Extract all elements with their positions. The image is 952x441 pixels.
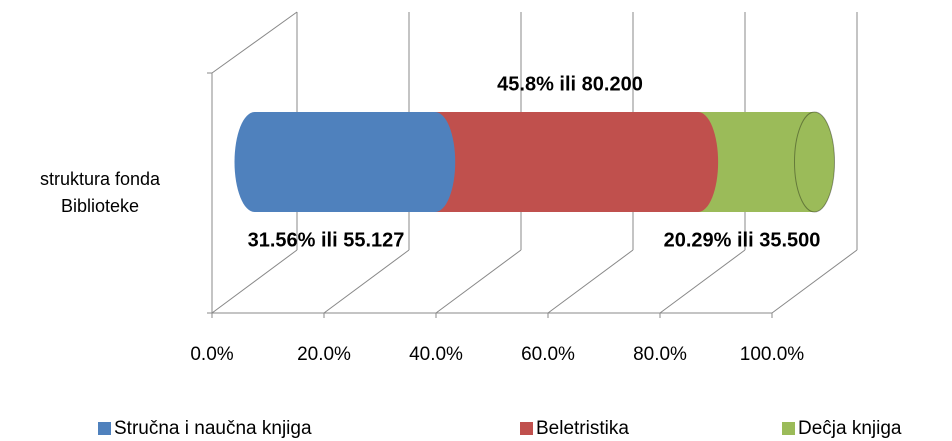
grid-line xyxy=(211,249,298,314)
x-tick-label: 60.0% xyxy=(521,344,575,365)
grid-line xyxy=(659,249,746,314)
x-tick-label: 40.0% xyxy=(409,344,463,365)
legend-label: Beletristika xyxy=(536,418,629,439)
legend-swatch xyxy=(98,422,111,435)
x-tick-label: 80.0% xyxy=(633,344,687,365)
legend-swatch xyxy=(520,422,533,435)
bar-segment xyxy=(234,112,456,212)
wall-edge xyxy=(211,11,298,74)
legend-swatch xyxy=(782,422,795,435)
bar-segment xyxy=(678,112,835,212)
x-tick-label: 0.0% xyxy=(190,344,233,365)
grid-line xyxy=(435,249,522,314)
data-label: 20.29% ili 35.500 xyxy=(664,229,821,251)
category-label: struktura fonda Biblioteke xyxy=(39,169,161,216)
grid-line xyxy=(771,249,858,314)
legend-label: Deĉja knjiga xyxy=(798,418,902,439)
data-label: 31.56% ili 55.127 xyxy=(248,229,405,251)
bar-end-face xyxy=(794,111,835,213)
x-tick-label: 100.0% xyxy=(740,344,805,365)
grid-line xyxy=(547,249,634,314)
grid-line xyxy=(323,249,410,314)
x-tick-label: 20.0% xyxy=(297,344,351,365)
data-label: 45.8% ili 80.200 xyxy=(497,73,643,95)
bar-segment xyxy=(415,112,719,212)
legend-label: Stručna i naučna knjiga xyxy=(114,418,312,439)
